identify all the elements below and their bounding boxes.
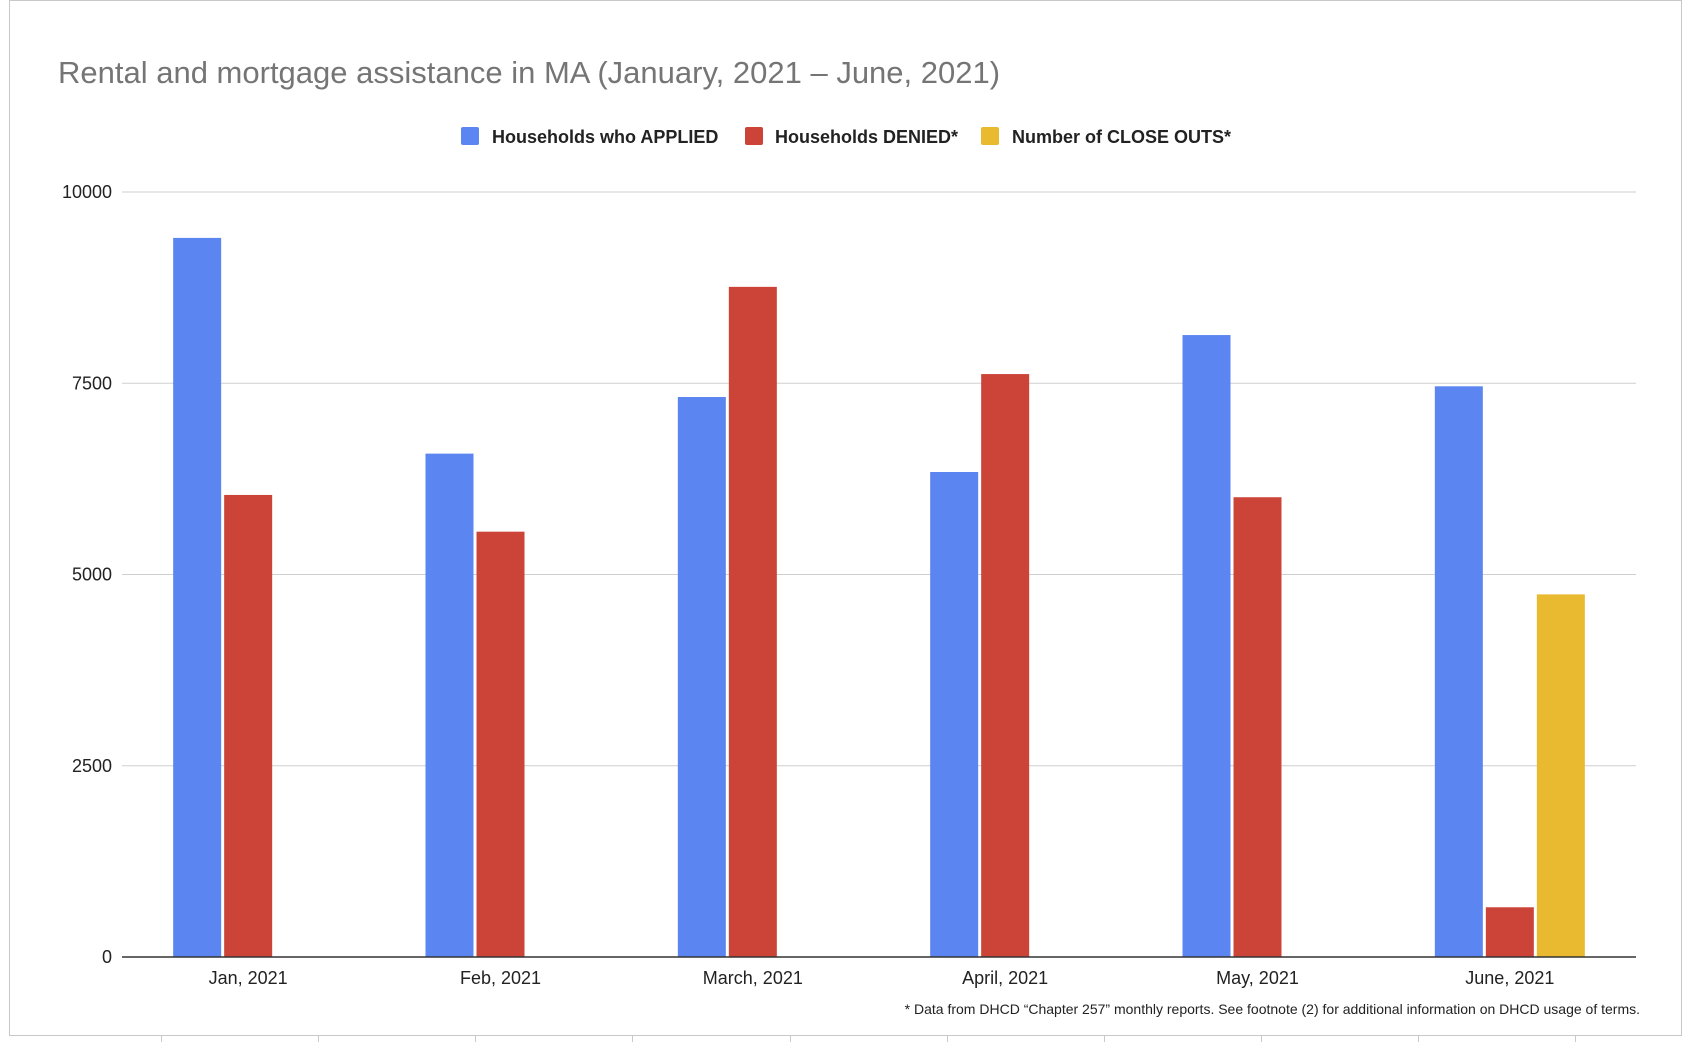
bar-series0-5 <box>1434 386 1483 957</box>
y-tick-label: 2500 <box>72 756 112 776</box>
chart-title: Rental and mortgage assistance in MA (Ja… <box>58 55 1000 90</box>
x-tick-label: Feb, 2021 <box>460 968 541 988</box>
bar-series0-3 <box>930 471 979 957</box>
bar-series0-1 <box>425 453 474 957</box>
x-tick-label: April, 2021 <box>962 968 1048 988</box>
bars <box>173 237 1585 957</box>
bar-series2-5 <box>1536 594 1585 957</box>
legend-label-denied: Households DENIED* <box>775 127 958 147</box>
bar-series1-5 <box>1485 907 1534 957</box>
x-tick-label: May, 2021 <box>1216 968 1299 988</box>
bar-series0-2 <box>677 397 726 957</box>
legend-label-closeouts: Number of CLOSE OUTS* <box>1012 127 1231 147</box>
footnote: * Data from DHCD “Chapter 257” monthly r… <box>905 1001 1640 1017</box>
x-tick-label: Jan, 2021 <box>209 968 288 988</box>
y-tick-label: 5000 <box>72 565 112 585</box>
y-tick-label: 7500 <box>72 373 112 393</box>
x-axis-tick-labels: Jan, 2021 Feb, 2021 March, 2021 April, 2021… <box>209 968 1555 988</box>
x-tick-label: June, 2021 <box>1465 968 1554 988</box>
bar-series1-1 <box>476 531 525 957</box>
chart-frame <box>9 0 1682 1036</box>
bar-series0-4 <box>1182 335 1231 957</box>
y-tick-label: 0 <box>102 947 112 967</box>
bar-series1-0 <box>224 494 273 957</box>
legend-swatch-applied <box>461 127 479 145</box>
bar-series1-4 <box>1233 497 1282 957</box>
legend: Households who APPLIED Households DENIED… <box>461 127 1231 147</box>
legend-label-applied: Households who APPLIED <box>492 127 718 147</box>
y-axis-tick-labels: 0 2500 5000 7500 10000 <box>62 182 112 967</box>
legend-swatch-denied <box>745 127 763 145</box>
legend-swatch-closeouts <box>981 127 999 145</box>
y-tick-label: 10000 <box>62 182 112 202</box>
gridlines <box>122 191 1636 767</box>
bottom-edge-ticks <box>0 1036 1688 1042</box>
bar-series1-2 <box>728 286 777 957</box>
bar-series1-3 <box>981 374 1030 957</box>
x-tick-label: March, 2021 <box>703 968 803 988</box>
bar-series0-0 <box>173 237 222 957</box>
